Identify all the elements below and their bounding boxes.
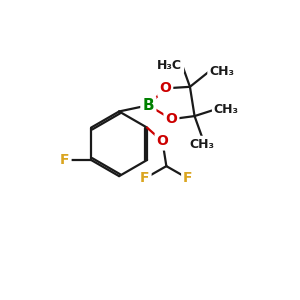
Text: B: B bbox=[142, 98, 154, 113]
Text: F: F bbox=[140, 172, 149, 185]
Text: CH₃: CH₃ bbox=[190, 138, 215, 151]
Text: O: O bbox=[166, 112, 177, 126]
Text: H₃C: H₃C bbox=[157, 59, 182, 72]
Text: O: O bbox=[157, 134, 168, 148]
Text: CH₃: CH₃ bbox=[214, 103, 239, 116]
Text: F: F bbox=[183, 172, 193, 185]
Text: F: F bbox=[60, 153, 70, 167]
Text: O: O bbox=[159, 81, 171, 95]
Text: CH₃: CH₃ bbox=[209, 65, 234, 78]
